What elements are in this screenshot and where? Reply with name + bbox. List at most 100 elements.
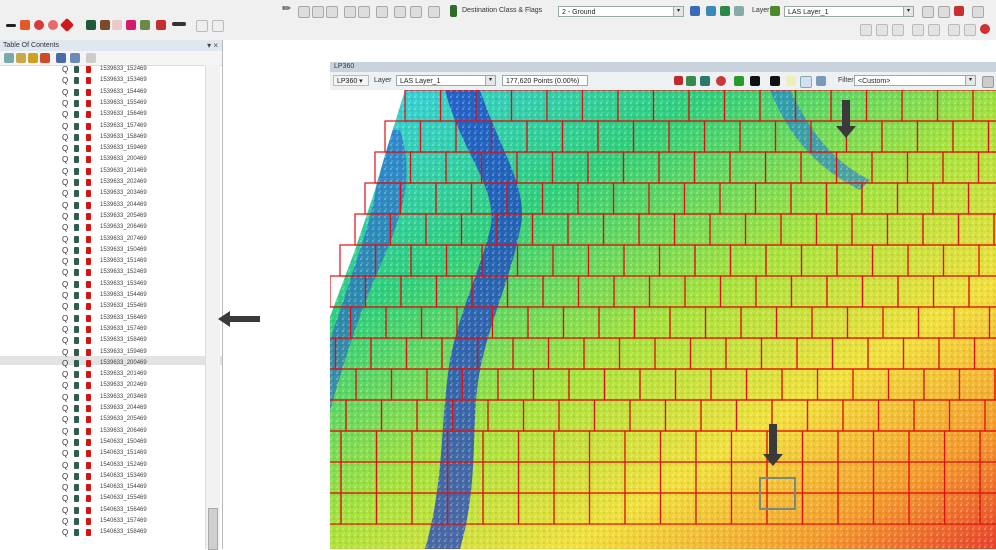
zoom-icon[interactable]: Q — [62, 178, 68, 187]
zoom-icon[interactable]: Q — [62, 381, 68, 390]
zoom-icon[interactable]: Q — [62, 404, 68, 413]
visibility-icon[interactable] — [74, 123, 79, 130]
tool-icon[interactable] — [938, 6, 950, 18]
visibility-icon[interactable] — [74, 303, 79, 310]
visibility-icon[interactable] — [74, 89, 79, 96]
tool-icon[interactable] — [70, 53, 80, 63]
filter-icon[interactable] — [690, 6, 700, 16]
tool-icon[interactable] — [860, 24, 872, 36]
tool-icon[interactable] — [706, 6, 716, 16]
visibility-icon[interactable] — [74, 337, 79, 344]
layer-icon[interactable] — [86, 20, 96, 30]
tool-icon[interactable] — [972, 6, 984, 18]
visibility-icon[interactable] — [74, 416, 79, 423]
zoom-icon[interactable]: Q — [62, 144, 68, 153]
zoom-icon[interactable]: Q — [62, 76, 68, 85]
zoom-icon[interactable]: Q — [62, 122, 68, 131]
tool-icon[interactable] — [816, 76, 826, 86]
zoom-icon[interactable]: Q — [62, 88, 68, 97]
visibility-icon[interactable] — [74, 529, 79, 536]
zoom-icon[interactable]: Q — [62, 483, 68, 492]
pencil-icon[interactable]: ✏ — [282, 2, 291, 15]
close-icon[interactable]: ▾ × — [207, 40, 218, 51]
zoom-icon[interactable]: Q — [62, 528, 68, 537]
visibility-icon[interactable] — [74, 168, 79, 175]
tool-icon[interactable] — [394, 6, 406, 18]
visibility-icon[interactable] — [74, 484, 79, 491]
visibility-icon[interactable] — [74, 77, 79, 84]
zoom-icon[interactable]: Q — [62, 393, 68, 402]
viewer-layer-select[interactable]: LAS Layer_1 ▾ — [396, 75, 496, 86]
tool-icon[interactable] — [212, 20, 224, 32]
visibility-icon[interactable] — [74, 450, 79, 457]
visibility-icon[interactable] — [74, 495, 79, 502]
point-cloud-map[interactable] — [330, 90, 996, 549]
tool-icon[interactable] — [912, 24, 924, 36]
visibility-icon[interactable] — [74, 507, 79, 514]
filter-select[interactable]: <Custom> ▾ — [854, 75, 976, 86]
point-cloud-canvas[interactable] — [330, 90, 996, 549]
tool-icon[interactable] — [410, 6, 422, 18]
visibility-icon[interactable] — [74, 405, 79, 412]
zoom-icon[interactable]: Q — [62, 461, 68, 470]
visibility-icon[interactable] — [74, 111, 79, 118]
lp360-menu-button[interactable]: LP360 ▾ — [333, 75, 369, 86]
tool-icon[interactable] — [358, 6, 370, 18]
tool-icon[interactable] — [720, 6, 730, 16]
zoom-icon[interactable]: Q — [62, 415, 68, 424]
tool-icon[interactable] — [100, 20, 110, 30]
zoom-icon[interactable]: Q — [62, 438, 68, 447]
zoom-icon[interactable]: Q — [62, 348, 68, 357]
tool-icon[interactable] — [298, 6, 310, 18]
tool-icon[interactable] — [156, 20, 166, 30]
tool-icon[interactable] — [326, 6, 338, 18]
tool-icon[interactable] — [56, 53, 66, 63]
visibility-icon[interactable] — [74, 428, 79, 435]
zoom-icon[interactable]: Q — [62, 291, 68, 300]
zoom-icon[interactable]: Q — [62, 167, 68, 176]
zoom-icon[interactable]: Q — [62, 110, 68, 119]
visibility-icon[interactable] — [74, 100, 79, 107]
zoom-icon[interactable]: Q — [62, 494, 68, 503]
dest-class-select[interactable]: 2 - Ground ▾ — [558, 6, 684, 17]
visibility-icon[interactable] — [74, 258, 79, 265]
tool-icon[interactable] — [16, 53, 26, 63]
zoom-icon[interactable]: Q — [62, 359, 68, 368]
zoom-icon[interactable]: Q — [62, 246, 68, 255]
tool-icon[interactable] — [40, 53, 50, 63]
tool-icon[interactable] — [750, 76, 760, 86]
tool-icon[interactable] — [800, 76, 812, 88]
visibility-icon[interactable] — [74, 66, 79, 73]
add-icon[interactable] — [60, 18, 74, 32]
visibility-icon[interactable] — [74, 134, 79, 141]
visibility-icon[interactable] — [74, 371, 79, 378]
zoom-icon[interactable]: Q — [62, 155, 68, 164]
tool-icon[interactable] — [344, 6, 356, 18]
visibility-icon[interactable] — [74, 224, 79, 231]
tool-icon[interactable] — [674, 76, 683, 85]
toc-scrollbar-thumb[interactable] — [208, 508, 218, 550]
tool-icon[interactable] — [140, 20, 150, 30]
tool-icon[interactable] — [954, 6, 964, 16]
